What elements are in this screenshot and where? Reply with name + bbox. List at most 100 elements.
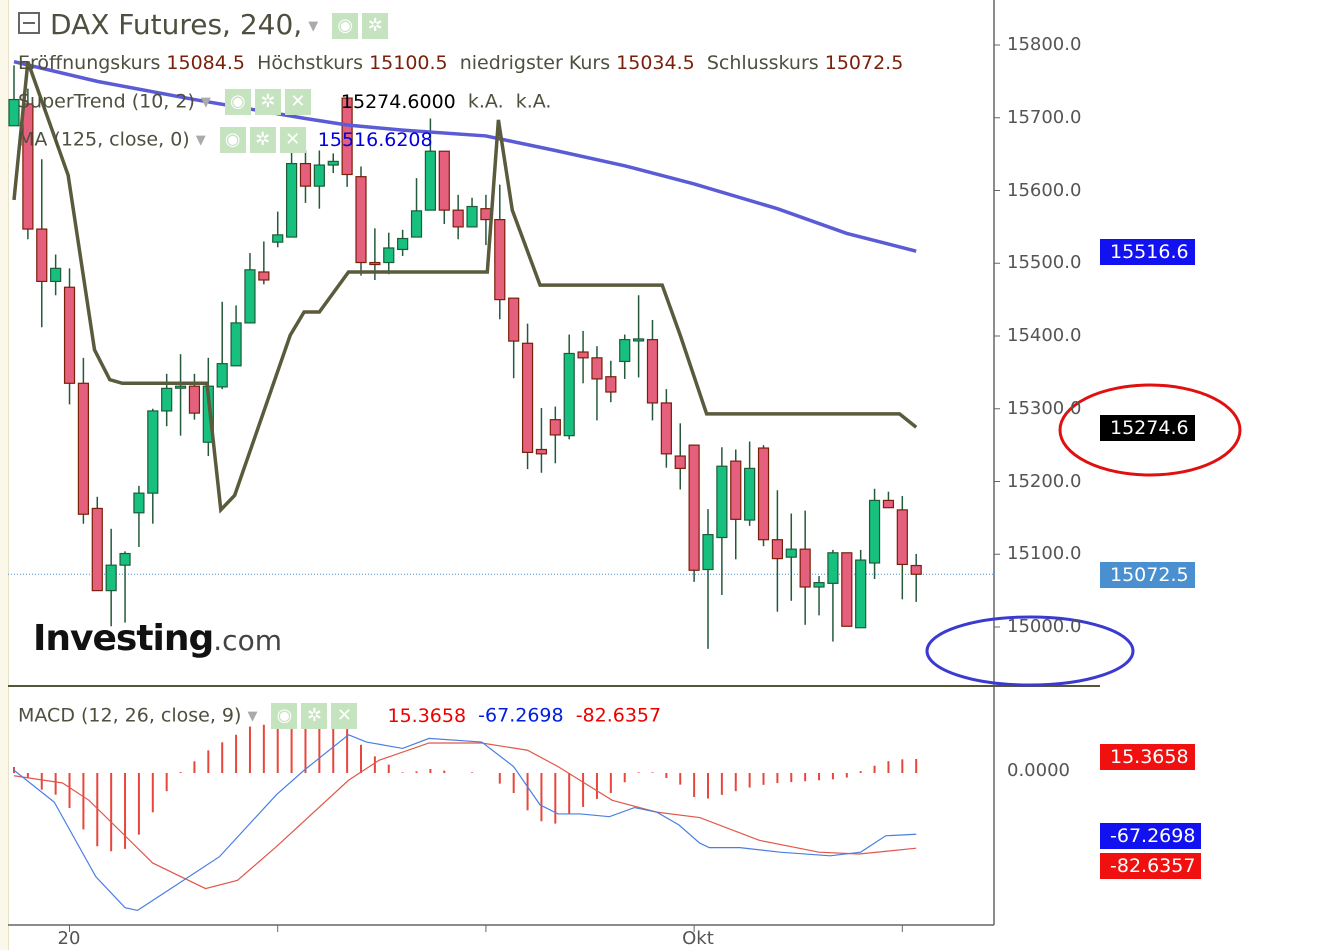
candle-down [646, 339, 659, 404]
candle-down [494, 219, 506, 301]
candle-down [369, 261, 381, 266]
macd-signal-value: -82.6357 [575, 704, 662, 727]
price-tick-label: 15200.0 [1007, 470, 1082, 492]
chevron-down-icon[interactable]: ▼ [247, 708, 258, 724]
candle-down [341, 97, 353, 176]
candle-up [50, 267, 62, 283]
last-price-tag: 15072.5 [1100, 562, 1195, 588]
ma-value: 15516.6208 [317, 128, 433, 151]
price-tick-label: 15000.0 [1007, 616, 1082, 637]
candle-down [36, 228, 48, 283]
candle-down [91, 507, 103, 592]
candle-down [896, 509, 908, 566]
candle-down [757, 447, 770, 541]
gear-icon[interactable]: ✲ [362, 13, 389, 39]
supertrend-label: SuperTrend (10, 2) [18, 90, 195, 113]
candle-up [466, 205, 478, 228]
candle-down [910, 564, 922, 575]
ma-price-tag: 15516.6 [1100, 239, 1195, 265]
candle-down [188, 385, 201, 414]
candle-up [286, 162, 298, 238]
candle-up [716, 465, 728, 539]
logo-suffix: .com [213, 624, 282, 657]
close-icon[interactable]: ✕ [279, 127, 306, 153]
candle-down [771, 539, 784, 560]
candle-up [383, 247, 395, 264]
chevron-down-icon[interactable]: ▼ [195, 132, 206, 148]
candle-down [549, 419, 561, 436]
candle-up [868, 499, 881, 564]
ma-label: MA (125, close, 0) [18, 128, 190, 151]
candle-up [785, 548, 797, 558]
candle-down [355, 176, 367, 264]
candle-up [424, 150, 436, 211]
chevron-down-icon[interactable]: ▼ [308, 18, 319, 34]
supertrend-extra-2: k.A. [515, 90, 552, 113]
candle-up [230, 322, 242, 367]
candle-down [452, 209, 464, 228]
macd-signal-tag: -82.6357 [1100, 853, 1202, 879]
chevron-down-icon[interactable]: ▼ [200, 94, 211, 110]
supertrend-extra-1: k.A. [467, 90, 504, 113]
high-label: Höchstkurs [257, 52, 364, 74]
macd-hist-value: 15.3658 [387, 704, 467, 727]
red-annotation-ellipse [1058, 383, 1242, 477]
price-tick-label: 15400.0 [1007, 325, 1082, 346]
candle-down [63, 286, 76, 384]
candle-up [813, 582, 825, 588]
candle-down [730, 460, 742, 520]
candle-up [105, 564, 117, 592]
candle-down [299, 162, 312, 187]
blue-annotation-ellipse [925, 615, 1135, 687]
low-value: 15034.5 [616, 52, 695, 74]
ma-line [13, 60, 917, 253]
logo-text: Investing [33, 618, 214, 659]
eye-icon[interactable]: ◉ [271, 703, 298, 729]
candle-up [827, 552, 839, 584]
chart-title-row: DAX Futures, 240, ▼ ◉ ✲ [18, 8, 392, 41]
supertrend-line [12, 61, 918, 514]
macd-legend: MACD (12, 26, close, 9) ▼ ◉ ✲ ✕ 15.3658 -67.… [18, 703, 661, 729]
close-icon[interactable]: ✕ [284, 89, 311, 115]
supertrend-price-tag: 15274.6 [1100, 415, 1195, 441]
candle-up [133, 492, 145, 514]
price-tick-label: 15100.0 [1007, 543, 1082, 565]
ma-legend: MA (125, close, 0) ▼ ◉ ✲ ✕ 15516.6208 [18, 127, 433, 153]
supertrend-legend: SuperTrend (10, 2) ▼ ◉ ✲ ✕ 15274.6000 k.A. k… [18, 89, 551, 115]
ohlc-row: Eröffnungskurs 15084.5 Höchstkurs 15100.… [18, 52, 903, 74]
candle-up [244, 269, 256, 324]
eye-icon[interactable]: ◉ [332, 13, 359, 39]
candle-up [563, 352, 575, 437]
high-value: 15100.5 [369, 52, 448, 74]
left-scroll-strip [0, 0, 9, 950]
close-icon[interactable]: ✕ [331, 703, 358, 729]
chart-title: DAX Futures, 240, [50, 8, 303, 41]
candle-up [619, 339, 631, 363]
candle-down [508, 297, 520, 342]
candle-down [882, 499, 895, 509]
candle-down [591, 357, 603, 380]
low-label: niedrigster Kurs [459, 52, 611, 74]
candle-up [147, 410, 159, 494]
price-tick-label: 15300.0 [1007, 397, 1082, 419]
macd-zero-label: 0.0000 [1007, 760, 1070, 781]
gear-icon[interactable]: ✲ [301, 703, 328, 729]
candle-up [161, 387, 173, 412]
eye-icon[interactable]: ◉ [224, 89, 251, 115]
supertrend-value: 15274.6000 [340, 90, 456, 113]
candle-down [535, 448, 548, 455]
candle-up [327, 160, 339, 166]
time-tick-label: Okt [682, 928, 714, 949]
candle-up [410, 210, 423, 238]
collapse-icon[interactable] [18, 12, 40, 34]
candle-up [119, 552, 131, 566]
gear-icon[interactable]: ✲ [254, 89, 281, 115]
macd-label: MACD (12, 26, close, 9) [18, 704, 242, 727]
gear-icon[interactable]: ✲ [249, 127, 276, 153]
candle-down [688, 444, 700, 571]
candle-up [744, 467, 756, 521]
macd-line-tag: -67.2698 [1100, 823, 1202, 849]
eye-icon[interactable]: ◉ [219, 127, 246, 153]
candle-up [702, 534, 714, 571]
